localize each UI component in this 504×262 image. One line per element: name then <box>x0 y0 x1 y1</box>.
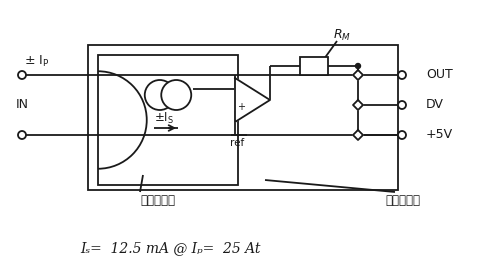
Circle shape <box>355 63 360 68</box>
Text: +5V: +5V <box>426 128 453 141</box>
Circle shape <box>18 131 26 139</box>
Text: $\pm$ I$_{\mathsf{P}}$: $\pm$ I$_{\mathsf{P}}$ <box>24 53 49 69</box>
Polygon shape <box>235 78 270 122</box>
Circle shape <box>398 101 406 109</box>
Circle shape <box>145 80 175 110</box>
Text: $R_M$: $R_M$ <box>333 28 351 42</box>
Text: $\pm$I$_{\mathsf{S}}$: $\pm$I$_{\mathsf{S}}$ <box>154 111 174 125</box>
Text: 输出放大器: 输出放大器 <box>385 194 420 206</box>
Polygon shape <box>353 100 363 110</box>
Text: +: + <box>237 102 245 112</box>
Text: OUT: OUT <box>426 68 453 81</box>
Text: 闭环传感器: 闭环传感器 <box>140 194 175 206</box>
Bar <box>88 45 398 190</box>
Text: IN: IN <box>16 99 29 112</box>
Text: DV: DV <box>426 99 444 112</box>
Polygon shape <box>353 70 363 80</box>
Circle shape <box>398 71 406 79</box>
Circle shape <box>398 131 406 139</box>
Circle shape <box>161 80 191 110</box>
Text: ref: ref <box>230 138 244 148</box>
Bar <box>300 57 328 75</box>
Bar <box>98 55 238 185</box>
Polygon shape <box>353 130 363 140</box>
Text: Iₛ=  12.5 mA @ Iₚ=  25 At: Iₛ= 12.5 mA @ Iₚ= 25 At <box>80 241 261 255</box>
Circle shape <box>18 71 26 79</box>
